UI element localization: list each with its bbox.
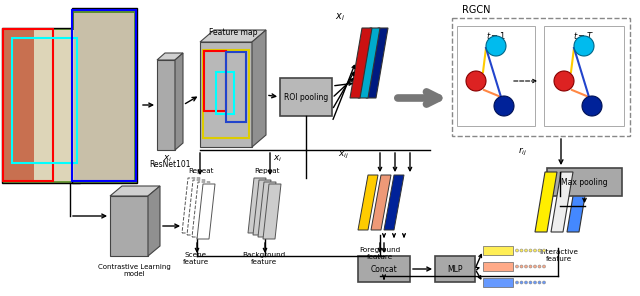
- Text: RGCN: RGCN: [462, 5, 490, 15]
- Polygon shape: [366, 28, 388, 98]
- Circle shape: [515, 249, 518, 252]
- Bar: [12, 38, 77, 163]
- Text: $x_{ij}$: $x_{ij}$: [339, 150, 349, 161]
- Bar: [452, 18, 630, 136]
- Polygon shape: [187, 180, 205, 235]
- Bar: [204, 51, 226, 111]
- Bar: [358, 256, 410, 282]
- Bar: [483, 278, 513, 287]
- Circle shape: [525, 281, 527, 284]
- Polygon shape: [371, 175, 391, 230]
- Polygon shape: [110, 186, 160, 196]
- Text: $r_{ij}$: $r_{ij}$: [518, 146, 527, 158]
- Polygon shape: [148, 186, 160, 256]
- Polygon shape: [551, 172, 573, 232]
- Bar: [226, 52, 246, 122]
- Circle shape: [525, 249, 527, 252]
- Circle shape: [538, 281, 541, 284]
- Polygon shape: [358, 175, 378, 230]
- Polygon shape: [535, 172, 557, 232]
- Circle shape: [543, 281, 545, 284]
- Bar: [4, 30, 34, 181]
- Circle shape: [554, 71, 574, 91]
- Circle shape: [529, 281, 532, 284]
- Text: MLP: MLP: [447, 265, 463, 274]
- Polygon shape: [253, 180, 271, 235]
- Polygon shape: [110, 196, 148, 256]
- Circle shape: [529, 265, 532, 268]
- Polygon shape: [263, 184, 281, 239]
- Bar: [457, 26, 535, 126]
- Bar: [34, 30, 76, 181]
- Text: Scene
feature: Scene feature: [183, 252, 209, 265]
- Text: Max pooling: Max pooling: [561, 178, 608, 186]
- Polygon shape: [200, 42, 252, 147]
- Text: ROI pooling: ROI pooling: [284, 93, 328, 102]
- Bar: [544, 26, 624, 126]
- Text: $t=1$: $t=1$: [486, 30, 506, 41]
- Bar: [72, 10, 136, 181]
- Circle shape: [534, 281, 536, 284]
- Circle shape: [525, 265, 527, 268]
- Text: $t=T$: $t=T$: [573, 30, 595, 41]
- Polygon shape: [350, 28, 372, 98]
- Circle shape: [534, 249, 536, 252]
- Polygon shape: [358, 28, 380, 98]
- Circle shape: [466, 71, 486, 91]
- Circle shape: [486, 36, 506, 56]
- Circle shape: [520, 265, 523, 268]
- Bar: [280, 78, 332, 116]
- Bar: [72, 8, 137, 183]
- Polygon shape: [182, 178, 200, 233]
- Circle shape: [538, 249, 541, 252]
- Bar: [74, 13, 134, 180]
- Bar: [2, 28, 80, 183]
- Circle shape: [515, 281, 518, 284]
- Polygon shape: [157, 60, 175, 150]
- Bar: [3, 29, 53, 181]
- Circle shape: [520, 281, 523, 284]
- Bar: [216, 72, 234, 114]
- Polygon shape: [200, 30, 266, 42]
- Polygon shape: [252, 30, 266, 147]
- Text: Repeat: Repeat: [188, 168, 214, 174]
- Polygon shape: [197, 184, 215, 239]
- Circle shape: [582, 96, 602, 116]
- Circle shape: [574, 36, 594, 56]
- Bar: [547, 168, 622, 196]
- Text: $x_i$: $x_i$: [335, 11, 345, 23]
- Polygon shape: [157, 53, 183, 60]
- Text: Contrastive Learning
model: Contrastive Learning model: [98, 264, 170, 277]
- Circle shape: [543, 249, 545, 252]
- Text: Interactive
feature: Interactive feature: [540, 249, 579, 262]
- Text: Background
feature: Background feature: [243, 252, 285, 265]
- Circle shape: [529, 249, 532, 252]
- Bar: [483, 246, 513, 255]
- Text: $x_i$: $x_i$: [273, 154, 283, 164]
- Polygon shape: [258, 182, 276, 237]
- Text: ResNet101: ResNet101: [149, 160, 191, 169]
- Text: Feature map: Feature map: [209, 28, 257, 37]
- Text: Repeat: Repeat: [254, 168, 280, 174]
- Circle shape: [543, 265, 545, 268]
- Circle shape: [520, 249, 523, 252]
- Bar: [203, 50, 249, 138]
- Polygon shape: [175, 53, 183, 150]
- Circle shape: [538, 265, 541, 268]
- Text: $x_i$: $x_i$: [163, 154, 173, 164]
- Bar: [483, 262, 513, 271]
- Text: Foreground
feature: Foreground feature: [360, 247, 401, 260]
- Circle shape: [534, 265, 536, 268]
- Polygon shape: [384, 175, 404, 230]
- Text: Concat: Concat: [371, 265, 397, 274]
- Polygon shape: [567, 172, 589, 232]
- Polygon shape: [192, 182, 210, 237]
- Bar: [435, 256, 475, 282]
- Polygon shape: [248, 178, 266, 233]
- Circle shape: [494, 96, 514, 116]
- Circle shape: [515, 265, 518, 268]
